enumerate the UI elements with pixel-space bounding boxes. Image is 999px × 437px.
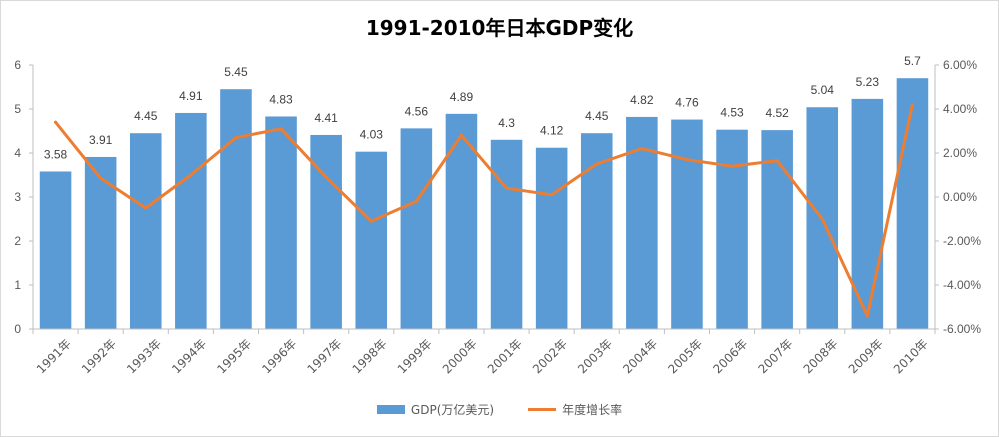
y2-tick-label: 4.00% (943, 102, 977, 116)
legend-item-gdp: GDP(万亿美元) (376, 401, 495, 418)
x-tick-label: 1995年 (214, 336, 254, 376)
y2-tick-label: 6.00% (943, 58, 977, 72)
y-tick-label: 0 (14, 322, 21, 336)
y-tick-label: 2 (14, 234, 21, 248)
y2-tick-label: -4.00% (943, 278, 981, 292)
bar-gdp (535, 147, 568, 329)
legend-label-growth: 年度增长率 (562, 403, 623, 417)
data-label-gdp: 4.12 (540, 124, 564, 138)
y-tick-label: 6 (14, 58, 21, 72)
point-growth-rate (144, 206, 148, 210)
data-label-gdp: 4.91 (179, 89, 203, 103)
x-tick-label: 1992年 (79, 336, 119, 376)
point-growth-rate (414, 199, 418, 203)
x-tick-label: 2005年 (665, 336, 705, 376)
x-tick-label: 2006年 (710, 336, 750, 376)
data-label-gdp: 5.7 (904, 54, 921, 68)
x-tick-label: 1991年 (34, 336, 74, 376)
x-tick-label: 1997年 (305, 336, 345, 376)
data-label-gdp: 4.45 (585, 109, 609, 123)
point-growth-rate (775, 159, 779, 163)
point-growth-rate (54, 120, 58, 124)
point-growth-rate (595, 162, 599, 166)
x-tick-label: 2001年 (485, 336, 525, 376)
chart-legend: GDP(万亿美元) 年度增长率 (0, 401, 999, 418)
legend-label-gdp: GDP(万亿美元) (410, 403, 495, 417)
x-tick-label: 1998年 (350, 336, 390, 376)
y-tick-label: 3 (14, 190, 21, 204)
y-tick-label: 1 (14, 278, 21, 292)
data-label-gdp: 5.45 (224, 65, 248, 79)
y2-tick-label: 0.00% (943, 190, 977, 204)
point-growth-rate (279, 127, 283, 131)
legend-item-growth: 年度增长率 (528, 401, 622, 418)
point-growth-rate (550, 193, 554, 197)
y-tick-label: 4 (14, 146, 21, 160)
legend-swatch-growth (528, 408, 557, 411)
data-label-gdp: 4.41 (314, 111, 338, 125)
x-tick-label: 1999年 (395, 336, 435, 376)
point-growth-rate (820, 217, 824, 221)
y2-tick-label: 2.00% (943, 146, 977, 160)
data-label-gdp: 4.52 (765, 106, 789, 120)
data-label-gdp: 4.82 (630, 93, 654, 107)
x-tick-label: 2009年 (846, 336, 886, 376)
bar-gdp (896, 78, 929, 329)
x-tick-label: 2007年 (756, 336, 796, 376)
bar-gdp (220, 89, 252, 329)
legend-swatch-gdp (376, 405, 405, 414)
data-label-gdp: 4.53 (720, 106, 744, 120)
bar-gdp (355, 151, 388, 329)
bar-gdp (671, 119, 703, 329)
x-tick-label: 2003年 (575, 336, 615, 376)
data-label-gdp: 4.56 (405, 104, 429, 118)
data-label-gdp: 4.45 (134, 109, 158, 123)
point-growth-rate (234, 136, 238, 140)
point-growth-rate (865, 314, 869, 318)
point-growth-rate (189, 173, 193, 177)
data-label-gdp: 4.89 (450, 90, 474, 104)
x-tick-label: 2000年 (440, 336, 480, 376)
x-tick-label: 1994年 (169, 336, 209, 376)
y2-tick-label: -6.00% (943, 322, 981, 336)
bar-gdp (84, 156, 117, 329)
bar-gdp (580, 133, 613, 329)
bar-gdp (490, 139, 523, 329)
y-tick-label: 5 (14, 102, 21, 116)
data-label-gdp: 4.83 (269, 92, 293, 106)
y2-tick-label: -2.00% (943, 234, 981, 248)
point-growth-rate (369, 219, 373, 223)
bar-gdp (716, 129, 748, 329)
data-label-gdp: 5.23 (856, 75, 880, 89)
x-tick-label: 2002年 (530, 336, 570, 376)
data-label-gdp: 4.03 (360, 128, 384, 142)
point-growth-rate (505, 186, 509, 190)
bar-gdp (400, 128, 433, 329)
data-label-gdp: 3.58 (44, 147, 68, 161)
bar-gdp (265, 116, 297, 329)
x-tick-label: 1996年 (259, 336, 299, 376)
bar-gdp (175, 112, 207, 330)
bar-gdp (39, 171, 72, 329)
point-growth-rate (730, 164, 734, 168)
chart-title: 1991-2010年日本GDP变化 (365, 16, 634, 40)
point-growth-rate (324, 175, 328, 179)
point-growth-rate (685, 158, 689, 162)
point-growth-rate (910, 103, 914, 107)
x-tick-label: 2010年 (891, 336, 931, 376)
data-label-gdp: 4.3 (498, 116, 515, 130)
point-growth-rate (459, 133, 463, 137)
x-tick-label: 1993年 (124, 336, 164, 376)
x-tick-label: 2008年 (801, 336, 841, 376)
data-label-gdp: 5.04 (811, 83, 835, 97)
line-growth-rate (54, 103, 914, 318)
bar-gdp (129, 133, 162, 329)
point-growth-rate (99, 176, 103, 180)
x-tick-label: 2004年 (620, 336, 660, 376)
point-growth-rate (640, 147, 644, 151)
data-label-gdp: 4.76 (675, 96, 699, 110)
data-label-gdp: 3.91 (89, 133, 113, 147)
